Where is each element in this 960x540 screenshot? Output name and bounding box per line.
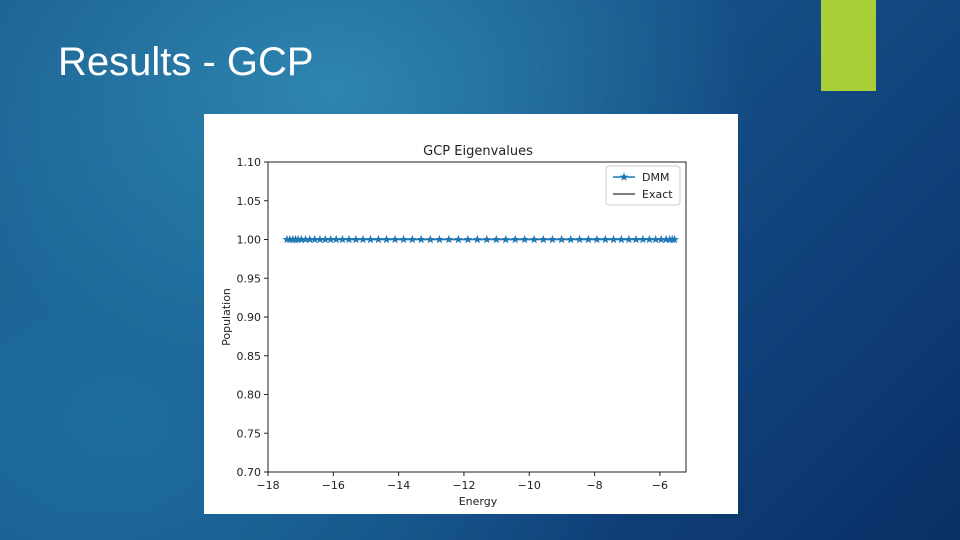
dmm-point	[661, 234, 671, 244]
dmm-point	[399, 234, 408, 244]
y-axis: 0.70 0.75 0.80 0.85 0.90 0.95 1.00 1.05 1.10	[237, 156, 268, 479]
accent-bar	[821, 0, 876, 91]
dmm-point	[609, 234, 618, 244]
legend-exact-label: Exact	[642, 188, 673, 201]
y-tick-label: 0.80	[237, 389, 262, 402]
dmm-point	[435, 234, 444, 244]
dmm-point	[575, 234, 584, 244]
dmm-point	[351, 234, 361, 244]
dmm-point	[326, 234, 336, 244]
dmm-point	[645, 234, 654, 244]
dmm-point	[631, 234, 641, 244]
dmm-point	[491, 234, 501, 244]
x-axis: −18 −16 −14 −12 −10 −8 −6	[256, 472, 668, 492]
dmm-point	[416, 234, 426, 244]
dmm-point	[338, 234, 347, 244]
dmm-point	[566, 234, 576, 244]
y-tick-label: 0.70	[237, 466, 262, 479]
slide-title: Results - GCP	[58, 40, 314, 84]
dmm-point	[482, 234, 492, 244]
legend: DMM Exact	[605, 165, 681, 206]
y-axis-label: Population	[220, 288, 233, 346]
dmm-point	[293, 234, 303, 244]
dmm-point	[374, 234, 383, 244]
dmm-point	[425, 234, 435, 244]
plot-series	[282, 234, 679, 244]
dmm-point	[538, 234, 548, 244]
x-axis-label: Energy	[459, 495, 498, 508]
dmm-point	[472, 234, 482, 244]
dmm-point	[305, 234, 315, 244]
y-tick-label: 0.75	[237, 427, 262, 440]
dmm-point	[463, 234, 473, 244]
dmm-point	[616, 234, 626, 244]
x-tick-label: −8	[586, 479, 602, 492]
dmm-point	[296, 234, 306, 244]
chart-title: GCP Eigenvalues	[423, 144, 533, 159]
dmm-point	[520, 234, 530, 244]
dmm-point	[407, 234, 417, 244]
dmm-point	[624, 234, 634, 244]
y-tick-label: 0.95	[237, 272, 262, 285]
dmm-point	[454, 234, 463, 244]
dmm-point	[557, 234, 566, 244]
dmm-point	[444, 234, 454, 244]
dmm-point	[315, 234, 325, 244]
dmm-point	[331, 234, 341, 244]
dmm-point	[583, 234, 593, 244]
dmm-point	[651, 234, 660, 244]
chart-svg: GCP Eigenvalues 0.70 0.75 0.80 0.85 0.90 0.95…	[220, 144, 687, 508]
dmm-point	[320, 234, 330, 244]
y-tick-label: 0.85	[237, 350, 262, 363]
dmm-point	[390, 234, 400, 244]
x-tick-label: −12	[452, 479, 475, 492]
dmm-point	[600, 234, 610, 244]
legend-dmm-label: DMM	[642, 171, 669, 184]
dmm-point	[501, 234, 511, 244]
dmm-point	[548, 234, 557, 244]
plot-frame	[267, 161, 687, 473]
chart-figure: GCP Eigenvalues 0.70 0.75 0.80 0.85 0.90 0.95…	[204, 114, 738, 514]
dmm-point	[592, 234, 602, 244]
x-tick-label: −10	[518, 479, 541, 492]
legend-dmm-marker	[619, 172, 629, 181]
x-tick-label: −6	[652, 479, 668, 492]
dmm-point	[344, 234, 354, 244]
dmm-point	[382, 234, 391, 244]
y-tick-label: 0.90	[237, 311, 262, 324]
dmm-point	[358, 234, 368, 244]
dmm-point	[310, 234, 320, 244]
dmm-point	[638, 234, 648, 244]
dmm-point	[529, 234, 539, 244]
y-tick-label: 1.10	[237, 156, 262, 169]
y-tick-label: 1.05	[237, 195, 262, 208]
dmm-point	[670, 234, 679, 244]
x-tick-label: −16	[322, 479, 345, 492]
dmm-point	[366, 234, 375, 244]
dmm-point	[301, 234, 310, 244]
y-tick-label: 1.00	[237, 234, 262, 247]
x-tick-label: −14	[387, 479, 410, 492]
dmm-point	[510, 234, 520, 244]
x-tick-label: −18	[256, 479, 279, 492]
dmm-point	[656, 234, 666, 244]
